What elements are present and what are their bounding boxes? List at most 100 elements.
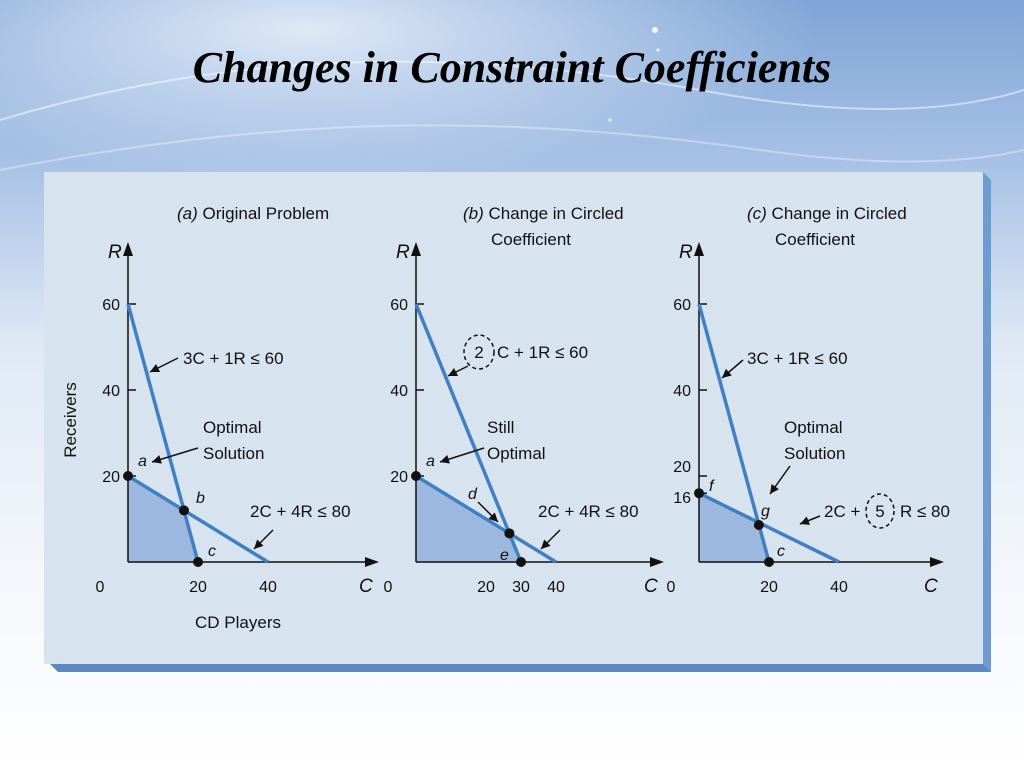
circled-coefficient: 2 xyxy=(474,343,483,362)
arrow-constraint-1-head xyxy=(150,363,161,372)
arrow-constraint-1-head xyxy=(448,367,459,376)
y-tick-label: 20 xyxy=(102,469,120,486)
arrow-optimal-head xyxy=(770,484,779,494)
y-axis-variable: R xyxy=(679,242,693,263)
panel-caption: (a) Original Problem xyxy=(177,204,329,223)
point-label-a: a xyxy=(426,453,435,470)
point-label-f: f xyxy=(709,478,715,495)
arrow-constraint-2-head xyxy=(254,539,264,549)
constraint-label-1: 3C + 1R ≤ 60 xyxy=(183,349,284,368)
y-tick-label: 16 xyxy=(673,490,691,507)
y-tick-label: 40 xyxy=(673,383,691,400)
y-tick-label: 40 xyxy=(390,383,408,400)
arrow-constraint-2-head xyxy=(800,516,811,525)
point-f xyxy=(694,488,704,499)
panel-caption-line-2: Coefficient xyxy=(491,230,571,249)
caption-text: Change in Circled xyxy=(767,204,907,223)
y-tick-label: 60 xyxy=(102,297,120,314)
y-tick-label: 60 xyxy=(673,297,691,314)
constraint-label-2: 2C + 4R ≤ 80 xyxy=(538,502,639,521)
y-tick-label: 60 xyxy=(390,297,408,314)
x-tick-label: 0 xyxy=(384,579,393,596)
arrow-optimal-head xyxy=(440,454,450,464)
feasible-region xyxy=(128,476,198,562)
arrow-optimal-head xyxy=(152,455,162,464)
x-axis-variable: C xyxy=(924,576,938,597)
point-g xyxy=(753,520,764,531)
point-label-e: e xyxy=(500,547,509,564)
y-axis-variable: R xyxy=(108,242,122,263)
y-axis-arrow xyxy=(694,242,704,256)
feasible-region xyxy=(416,476,521,562)
y-tick-label: 40 xyxy=(102,383,120,400)
chart-panel-b: R C 60 40 20 0 20 30 40 (b) Change in Circled Coef… xyxy=(384,204,664,597)
y-tick-label: 20 xyxy=(673,459,691,476)
constraint-line-1 xyxy=(414,303,523,563)
panel-body xyxy=(44,172,983,664)
annotation-line-1: Optimal xyxy=(203,418,262,437)
circled-coefficient-ring xyxy=(463,334,495,370)
panel-shadow-right xyxy=(983,172,991,672)
slide-title: Changes in Constraint Coefficients xyxy=(192,43,832,92)
x-axis-variable: C xyxy=(359,576,373,597)
point-label-b: b xyxy=(196,490,205,507)
point-e xyxy=(516,557,526,567)
x-axis-title: CD Players xyxy=(195,613,281,632)
circled-coefficient: 5 xyxy=(875,502,884,521)
panel-caption: (c) Change in Circled xyxy=(747,204,907,223)
constraint-line-2 xyxy=(415,474,557,564)
annotation-line-2: Solution xyxy=(784,444,845,463)
y-tick-label: 20 xyxy=(390,469,408,486)
panel-caption: (b) Change in Circled xyxy=(463,204,624,223)
annotation-line-1: Optimal xyxy=(784,418,843,437)
x-tick-label: 0 xyxy=(667,579,676,596)
arrow-point-d-head xyxy=(488,512,498,522)
caption-text: Original Problem xyxy=(198,204,329,223)
point-label-c: c xyxy=(777,543,785,560)
constraint-label-1: C + 1R ≤ 60 xyxy=(497,343,588,362)
x-tick-label: 0 xyxy=(96,579,105,596)
constraint-label-1: 3C + 1R ≤ 60 xyxy=(747,349,848,368)
arrow-constraint-2-head xyxy=(541,539,551,549)
x-tick-label: 20 xyxy=(760,579,778,596)
x-tick-label: 40 xyxy=(547,579,565,596)
panel-caption-line-2: Coefficient xyxy=(775,230,855,249)
y-axis-variable: R xyxy=(396,242,410,263)
x-axis-arrow xyxy=(365,557,379,567)
x-tick-label: 40 xyxy=(259,579,277,596)
point-c xyxy=(193,557,203,567)
chart-panel-c: R C 60 40 20 16 0 20 40 (c) Change in Circled Coef… xyxy=(667,204,950,597)
caption-letter: (a) xyxy=(177,204,198,223)
arrow-constraint-1-head xyxy=(722,368,732,378)
y-axis-arrow xyxy=(123,242,133,256)
constraint-label-2-prefix: 2C + xyxy=(824,502,860,521)
annotation-line-2: Optimal xyxy=(487,444,546,463)
panel-shadow-bottom xyxy=(50,664,991,672)
caption-letter: (c) xyxy=(747,204,767,223)
point-d xyxy=(504,528,515,539)
x-tick-label: 20 xyxy=(189,579,207,596)
x-axis-arrow xyxy=(650,557,664,567)
point-c xyxy=(764,557,774,567)
point-a xyxy=(123,471,133,481)
annotation-line-1: Still xyxy=(487,418,514,437)
point-label-c: c xyxy=(208,543,216,560)
x-tick-label: 40 xyxy=(830,579,848,596)
x-axis-variable: C xyxy=(644,576,658,597)
constraint-line-1 xyxy=(697,303,771,563)
point-a xyxy=(411,471,421,481)
y-axis-arrow xyxy=(411,242,421,256)
point-label-g: g xyxy=(761,503,770,520)
point-b xyxy=(179,505,189,516)
caption-text: Change in Circled xyxy=(484,204,624,223)
chart-panel-a: R C 60 40 20 0 20 40 (a) Original Problem 3C + 1R… xyxy=(61,204,379,632)
constraint-line-2 xyxy=(698,491,840,564)
point-label-a: a xyxy=(138,453,147,470)
x-tick-label: 30 xyxy=(512,579,530,596)
constraint-label-2: 2C + 4R ≤ 80 xyxy=(250,502,351,521)
circled-coefficient-ring xyxy=(865,493,895,529)
caption-letter: (b) xyxy=(463,204,484,223)
y-axis-title: Receivers xyxy=(61,382,80,458)
x-tick-label: 20 xyxy=(477,579,495,596)
